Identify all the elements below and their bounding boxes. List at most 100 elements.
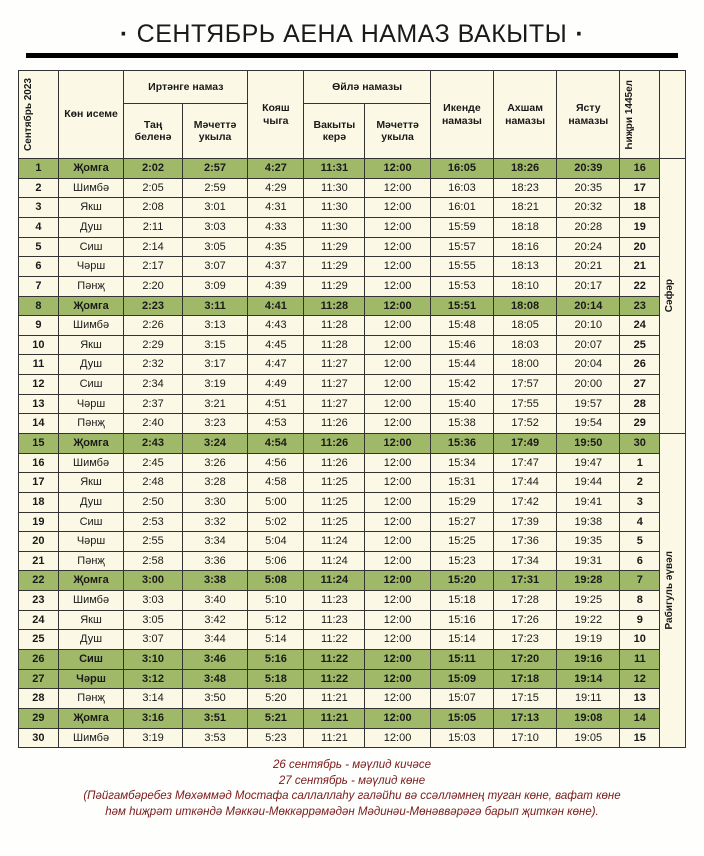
- cell-time: 5:21: [248, 708, 304, 728]
- cell-time: 2:55: [124, 532, 183, 552]
- cell-time: 19:31: [557, 551, 620, 571]
- cell-time: 12:00: [365, 394, 431, 414]
- cell-time: 11:28: [304, 316, 365, 336]
- cell-time: 19:50: [557, 433, 620, 453]
- cell-date: 29: [19, 708, 59, 728]
- cell-hijri: 2: [620, 473, 660, 493]
- cell-time: 11:29: [304, 257, 365, 277]
- cell-hijri: 9: [620, 610, 660, 630]
- cell-time: 3:07: [182, 257, 248, 277]
- table-row: 21Пәнҗ2:583:365:0611:2412:0015:2317:3419…: [19, 551, 686, 571]
- cell-time: 15:25: [430, 532, 493, 552]
- table-row: 7Пәнҗ2:203:094:3911:2912:0015:5318:1020:…: [19, 276, 686, 296]
- cell-time: 3:19: [124, 728, 183, 748]
- cell-date: 20: [19, 532, 59, 552]
- cell-time: 5:06: [248, 551, 304, 571]
- cell-date: 24: [19, 610, 59, 630]
- cell-time: 2:37: [124, 394, 183, 414]
- cell-time: 17:23: [494, 630, 557, 650]
- cell-time: 11:29: [304, 276, 365, 296]
- cell-time: 4:47: [248, 355, 304, 375]
- cell-time: 11:24: [304, 571, 365, 591]
- cell-time: 17:31: [494, 571, 557, 591]
- cell-time: 4:41: [248, 296, 304, 316]
- cell-hijri: 26: [620, 355, 660, 375]
- table-row: 30Шимбә3:193:535:2311:2112:0015:0317:101…: [19, 728, 686, 748]
- cell-hijri: 18: [620, 198, 660, 218]
- cell-hijri: 17: [620, 178, 660, 198]
- cell-time: 11:25: [304, 492, 365, 512]
- cell-dayname: Пәнҗ: [58, 414, 124, 434]
- cell-time: 2:14: [124, 237, 183, 257]
- table-row: 23Шимбә3:033:405:1011:2312:0015:1817:281…: [19, 591, 686, 611]
- cell-time: 3:42: [182, 610, 248, 630]
- cell-time: 4:49: [248, 375, 304, 395]
- table-row: 17Якш2:483:284:5811:2512:0015:3117:4419:…: [19, 473, 686, 493]
- cell-date: 21: [19, 551, 59, 571]
- cell-date: 2: [19, 178, 59, 198]
- cell-time: 4:31: [248, 198, 304, 218]
- cell-time: 3:34: [182, 532, 248, 552]
- col-month-year: Сентябрь 2023: [21, 74, 37, 155]
- table-row: 18Душ2:503:305:0011:2512:0015:2917:4219:…: [19, 492, 686, 512]
- cell-time: 20:10: [557, 316, 620, 336]
- cell-hijri: 23: [620, 296, 660, 316]
- cell-time: 3:28: [182, 473, 248, 493]
- cell-time: 3:23: [182, 414, 248, 434]
- cell-time: 15:40: [430, 394, 493, 414]
- cell-time: 11:22: [304, 650, 365, 670]
- cell-hijri: 27: [620, 375, 660, 395]
- cell-time: 3:48: [182, 669, 248, 689]
- cell-time: 15:59: [430, 217, 493, 237]
- cell-dayname: Пәнҗ: [58, 551, 124, 571]
- cell-time: 17:39: [494, 512, 557, 532]
- cell-time: 2:58: [124, 551, 183, 571]
- cell-time: 12:00: [365, 591, 431, 611]
- cell-hijri: 12: [620, 669, 660, 689]
- cell-time: 2:57: [182, 159, 248, 179]
- cell-dayname: Шимбә: [58, 591, 124, 611]
- cell-time: 5:00: [248, 492, 304, 512]
- cell-time: 12:00: [365, 532, 431, 552]
- col-hijri: Һиҗри 1445ел: [622, 76, 638, 153]
- table-row: 20Чәрш2:553:345:0411:2412:0015:2517:3619…: [19, 532, 686, 552]
- cell-time: 5:10: [248, 591, 304, 611]
- cell-time: 4:56: [248, 453, 304, 473]
- cell-date: 19: [19, 512, 59, 532]
- cell-time: 2:20: [124, 276, 183, 296]
- cell-time: 17:47: [494, 453, 557, 473]
- cell-time: 19:05: [557, 728, 620, 748]
- cell-time: 16:01: [430, 198, 493, 218]
- cell-time: 2:43: [124, 433, 183, 453]
- cell-time: 2:53: [124, 512, 183, 532]
- footnote-line1: 26 сентябрь - мәүлид кичәсе: [18, 758, 686, 774]
- cell-hijri: 21: [620, 257, 660, 277]
- cell-dayname: Пәнҗ: [58, 276, 124, 296]
- table-row: 11Душ2:323:174:4711:2712:0015:4418:0020:…: [19, 355, 686, 375]
- cell-time: 11:27: [304, 394, 365, 414]
- cell-dayname: Якш: [58, 473, 124, 493]
- cell-time: 18:21: [494, 198, 557, 218]
- cell-time: 2:02: [124, 159, 183, 179]
- cell-time: 15:27: [430, 512, 493, 532]
- cell-time: 17:55: [494, 394, 557, 414]
- cell-time: 4:37: [248, 257, 304, 277]
- cell-time: 3:01: [182, 198, 248, 218]
- cell-time: 15:36: [430, 433, 493, 453]
- cell-dayname: Сиш: [58, 512, 124, 532]
- cell-hijri: 15: [620, 728, 660, 748]
- cell-time: 3:12: [124, 669, 183, 689]
- table-row: 27Чәрш3:123:485:1811:2212:0015:0917:1819…: [19, 669, 686, 689]
- cell-time: 4:35: [248, 237, 304, 257]
- cell-dayname: Душ: [58, 492, 124, 512]
- cell-time: 15:03: [430, 728, 493, 748]
- cell-time: 19:54: [557, 414, 620, 434]
- cell-time: 12:00: [365, 473, 431, 493]
- cell-dayname: Чәрш: [58, 669, 124, 689]
- cell-time: 15:18: [430, 591, 493, 611]
- footnote-line2: 27 сентябрь - мәүлид көне: [18, 774, 686, 790]
- cell-time: 12:00: [365, 650, 431, 670]
- cell-time: 20:24: [557, 237, 620, 257]
- cell-time: 19:22: [557, 610, 620, 630]
- cell-time: 3:00: [124, 571, 183, 591]
